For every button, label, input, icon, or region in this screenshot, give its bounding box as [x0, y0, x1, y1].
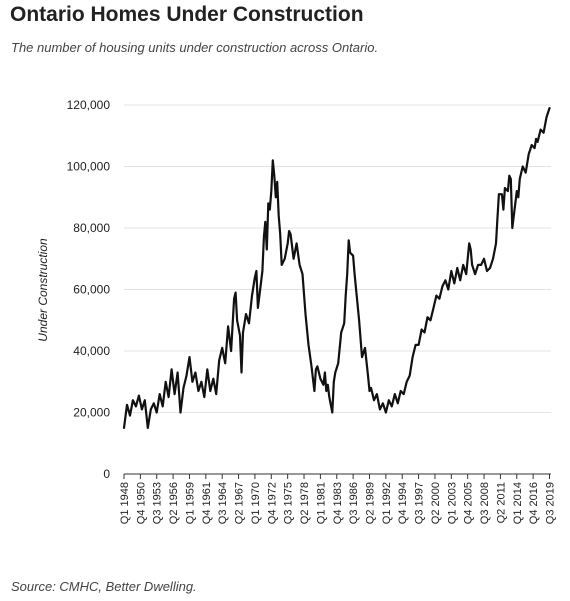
y-tick-label: 60,000 — [73, 283, 110, 297]
x-tick-label: Q2 2000 — [430, 482, 442, 524]
chart-subtitle: The number of housing units under constr… — [11, 40, 379, 55]
x-tick-label: Q3 1975 — [283, 482, 295, 524]
x-tick-label: Q4 2005 — [463, 482, 475, 524]
x-tick-label: Q3 1986 — [348, 482, 360, 524]
x-tick-label: Q3 2019 — [545, 482, 557, 524]
x-tick-label: Q2 1978 — [299, 482, 311, 524]
x-tick-label: Q1 1948 — [119, 482, 131, 524]
x-tick-label: Q2 1989 — [364, 482, 376, 524]
y-tick-label: 80,000 — [73, 221, 110, 235]
x-tick-label: Q2 2011 — [495, 482, 507, 523]
source-note: Source: CMHC, Better Dwelling. — [11, 579, 197, 594]
chart-title: Ontario Homes Under Construction — [10, 3, 364, 26]
x-tick-label: Q1 1992 — [381, 482, 393, 524]
y-tick-label: 120,000 — [67, 98, 111, 112]
x-tick-label: Q4 1994 — [397, 482, 409, 524]
x-tick-label: Q3 1953 — [152, 482, 164, 524]
x-tick-label: Q3 2008 — [479, 482, 491, 524]
y-tick-label: 40,000 — [73, 344, 110, 358]
x-tick-label: Q4 1983 — [332, 482, 344, 524]
y-axis-label: Under Construction — [36, 238, 50, 342]
y-tick-labels: 0 20,000 40,000 60,000 80,000 100,000 120,000 — [67, 98, 111, 481]
x-tick-labels: Q1 1948 Q4 1950 Q3 1953 Q2 1956 Q1 1959 Q4 19… — [119, 482, 557, 524]
y-tick-label: 0 — [103, 467, 110, 481]
x-tick-label: Q4 1950 — [135, 482, 147, 524]
x-tick-label: Q4 2016 — [528, 482, 540, 524]
axes — [123, 473, 551, 479]
x-tick-label: Q4 1972 — [266, 482, 278, 524]
y-tick-label: 100,000 — [67, 160, 111, 174]
x-tick-label: Q1 2003 — [446, 482, 458, 524]
x-tick-label: Q2 1967 — [234, 482, 246, 524]
x-tick-label: Q1 1959 — [184, 482, 196, 524]
x-tick-label: Q3 1997 — [414, 482, 426, 524]
y-tick-label: 20,000 — [73, 406, 110, 420]
x-tick-label: Q3 1964 — [217, 482, 229, 524]
gridlines — [124, 104, 551, 413]
x-tick-label: Q2 1956 — [168, 482, 180, 524]
x-tick-label: Q1 2014 — [512, 482, 524, 524]
x-tick-label: Q1 1970 — [250, 482, 262, 524]
x-tick-label: Q4 1961 — [201, 482, 213, 524]
x-tick-label: Q1 1981 — [315, 482, 327, 524]
series-line-under-construction — [122, 107, 551, 429]
series-group — [122, 107, 551, 429]
